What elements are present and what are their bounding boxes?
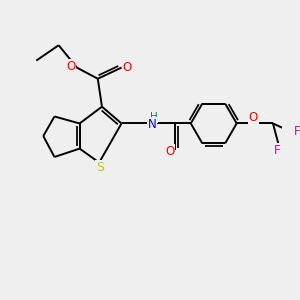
Text: F: F — [274, 143, 281, 157]
Text: O: O — [67, 60, 76, 73]
Text: F: F — [294, 125, 300, 138]
Text: O: O — [249, 111, 258, 124]
Text: O: O — [165, 145, 174, 158]
Text: S: S — [96, 161, 104, 174]
Text: O: O — [122, 61, 132, 74]
Text: N: N — [148, 118, 157, 130]
Text: H: H — [150, 112, 158, 122]
